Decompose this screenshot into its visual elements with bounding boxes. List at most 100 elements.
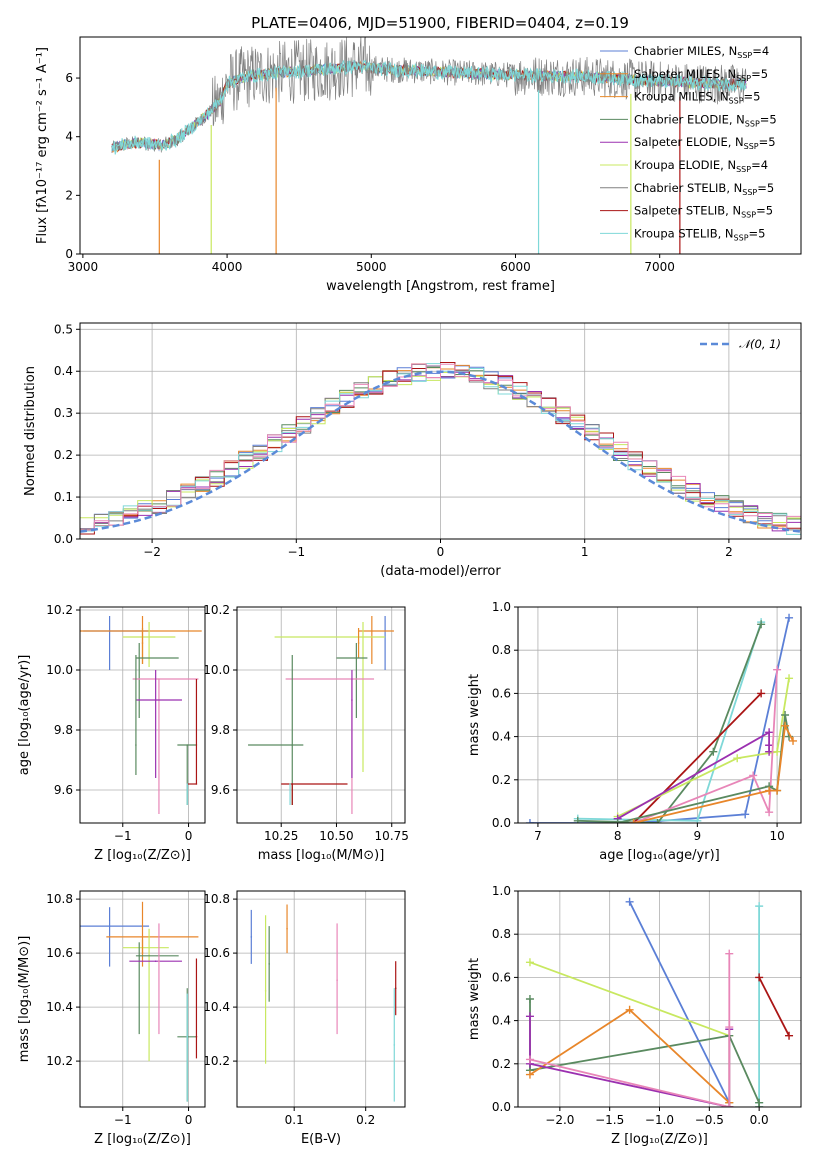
x-tick-label: 10.50 (319, 829, 353, 843)
legend-entry: Salpeter MILES, NSSP=5 (634, 67, 768, 83)
plus-marker (749, 771, 758, 780)
data-point (291, 744, 294, 746)
mass-weight-vs-age-chart: 7 8 9 10 0.0 0.2 0.4 0.6 0.8 1.0 age [log₁₀(age/yr… (467, 600, 802, 863)
data-point (371, 630, 373, 632)
y-tick-label: 6 (65, 71, 73, 85)
plus-marker (725, 949, 734, 958)
x-tick-label: 9 (694, 829, 702, 843)
data-point (141, 936, 144, 938)
y-tick-label: 1.0 (492, 884, 511, 898)
mass-weight-series (530, 617, 790, 823)
y-tick-label: 10.4 (203, 1000, 230, 1014)
plus-marker (613, 819, 622, 823)
mass-weight-series (577, 623, 762, 823)
y-tick-label: 0.2 (54, 448, 73, 462)
data-point (158, 678, 160, 680)
data-point (336, 979, 338, 981)
data-point (138, 955, 141, 957)
data-point (393, 1044, 396, 1046)
plus-marker (765, 728, 774, 737)
data-point (186, 783, 189, 785)
plus-marker (765, 741, 774, 750)
legend-suffix: =5 (749, 226, 766, 240)
legend-suffix: =5 (757, 181, 774, 195)
y-tick-label: 0.2 (492, 1057, 511, 1071)
plot-area (525, 613, 798, 823)
x-tick-label: 10.75 (375, 829, 409, 843)
plus-marker (573, 816, 582, 823)
y-tick-label: 10.8 (46, 892, 73, 906)
legend-suffix: =5 (744, 90, 761, 104)
y-tick-label: 1.0 (492, 600, 511, 614)
legend-label: Kroupa STELIB, N (634, 226, 734, 240)
axes-frame (79, 606, 206, 824)
data-point (141, 952, 144, 954)
legend-subscript: SSP (744, 142, 759, 151)
plus-marker (525, 1012, 534, 1021)
x-tick-label: −1.0 (645, 1113, 674, 1127)
plus-marker (625, 897, 634, 906)
y-tick-label: 0.4 (54, 364, 73, 378)
legend-subscript: SSP (745, 119, 760, 128)
legend-suffix: =5 (756, 204, 773, 218)
mass-weight-vs-metallicity-chart: −2.0 −1.5 −1.0 −0.5 0.0 0.0 0.2 0.4 0.6 0.8 1.0 Z [… (467, 884, 802, 1147)
x-tick-label: 2 (725, 545, 733, 559)
plus-marker (709, 747, 718, 756)
plus-marker (733, 754, 742, 763)
plus-marker (765, 808, 774, 817)
y-tick-label: 0.0 (492, 1100, 511, 1114)
plot-area (250, 904, 397, 1102)
legend-subscript: SSP (737, 51, 752, 60)
x-tick-label: −2.0 (545, 1113, 574, 1127)
data-point (291, 783, 294, 785)
legend-label: Salpeter ELODIE, N (634, 135, 744, 149)
y-tick-label: 10.8 (203, 892, 230, 906)
data-point (158, 960, 160, 962)
mass-weight-series (633, 669, 778, 823)
legend-label: Kroupa ELODIE, N (634, 158, 736, 172)
data-point (138, 657, 141, 659)
data-point (351, 699, 353, 701)
y-tick-label: 0.2 (492, 773, 511, 787)
plus-marker (785, 613, 794, 622)
legend-subscript: SSP (742, 188, 757, 197)
y-tick-label: 0.4 (492, 1014, 511, 1028)
x-axis-label: mass [log₁₀(M/M⊙)] (258, 848, 385, 863)
x-tick-label: 4000 (212, 260, 243, 274)
plot-area (80, 901, 199, 1102)
data-point (394, 987, 397, 989)
plus-marker (741, 810, 750, 819)
y-tick-label: 0.5 (54, 322, 73, 336)
y-tick-label: 0.0 (54, 532, 73, 546)
legend-entry: Kroupa STELIB, NSSP=5 (634, 226, 765, 242)
data-point (141, 642, 144, 644)
plus-marker (785, 674, 794, 683)
data-point (186, 744, 189, 746)
x-tick-label: 8 (614, 829, 622, 843)
data-point (264, 990, 267, 992)
y-tick-label: 0.4 (492, 730, 511, 744)
y-tick-label: 9.6 (54, 783, 73, 797)
x-axis-label: Z [log₁₀(Z/Z⊙)] (611, 1132, 708, 1147)
plus-marker (525, 1055, 534, 1064)
x-axis-label: age [log₁₀(age/yr)] (599, 848, 720, 863)
data-point (154, 699, 157, 701)
y-tick-label: 0 (65, 247, 73, 261)
legend-label: Chabrier MILES, N (634, 44, 737, 58)
y-tick-label: 9.6 (211, 783, 230, 797)
x-tick-label: 7 (534, 829, 542, 843)
plus-marker (781, 721, 790, 730)
axes-frame (236, 606, 406, 824)
legend-label: Salpeter STELIB, N (634, 204, 741, 218)
y-tick-label: 0.6 (492, 686, 511, 700)
plus-marker (525, 819, 534, 823)
data-point (186, 1036, 189, 1038)
legend-suffix: =5 (759, 135, 776, 149)
kroupa-stelib-line (111, 59, 747, 155)
legend-subscript: SSP (729, 97, 744, 106)
y-tick-label: 10.4 (46, 1000, 73, 1014)
age-vs-mass-chart: 10.25 10.50 10.75 9.6 9.8 10.0 10.2 mass [log₁₀… (203, 603, 409, 863)
plus-marker (757, 689, 766, 698)
mass-vs-extinction-chart: 0.1 0.2 10.2 10.4 10.6 10.8 E(B-V) (203, 890, 406, 1147)
y-tick-label: 4 (65, 130, 73, 144)
